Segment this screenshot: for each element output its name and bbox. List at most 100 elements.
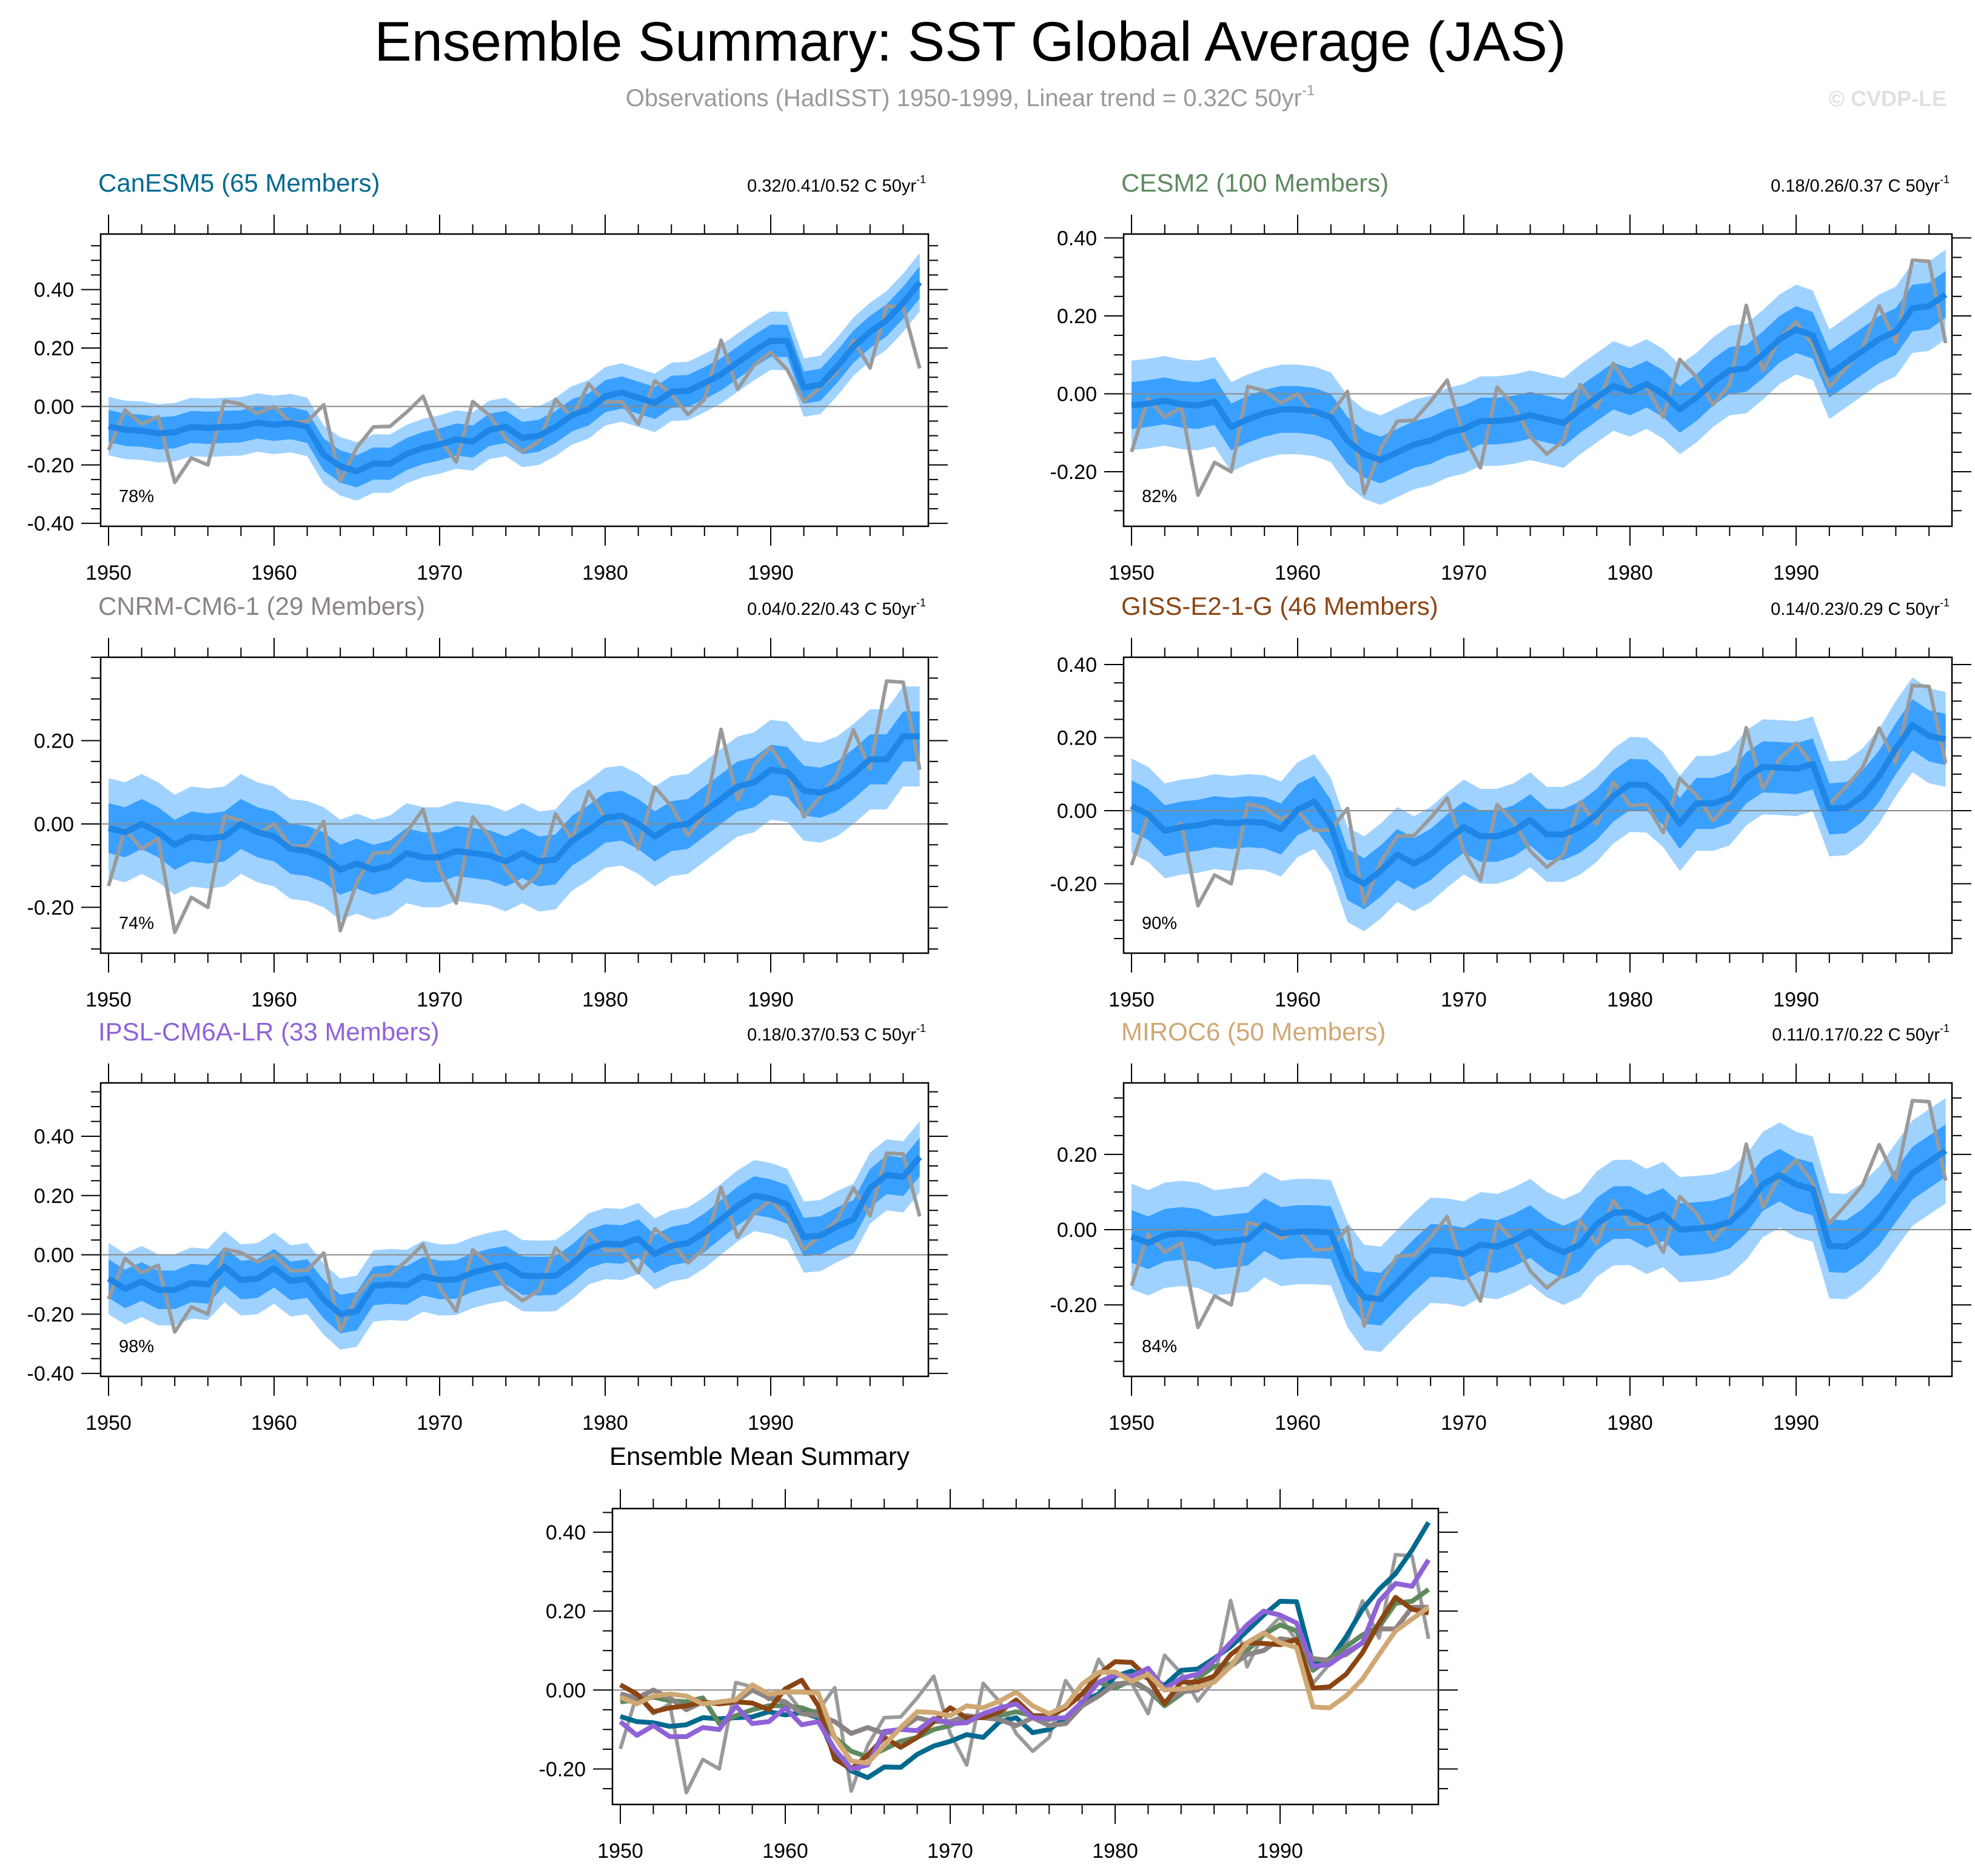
plot-frame	[99, 656, 930, 954]
y-tick-label: 0.40	[1057, 227, 1097, 250]
percent-label: 82%	[1142, 487, 1177, 506]
x-tick-label: 1960	[762, 1840, 808, 1863]
x-tick-label: 1990	[748, 561, 794, 585]
x-tick-label: 1960	[1275, 988, 1321, 1011]
y-tick-label: 0.00	[1057, 1219, 1097, 1242]
y-tick-label: 0.00	[34, 395, 74, 418]
y-tick-label: 0.20	[34, 337, 74, 360]
y-tick-label: 0.20	[546, 1600, 586, 1623]
y-tick-label: 0.00	[1057, 800, 1097, 823]
x-tick-label: 1970	[1441, 561, 1487, 585]
trend-label: 0.11/0.17/0.22 C 50yr-1	[1772, 1022, 1950, 1045]
y-tick-label: 0.00	[34, 813, 74, 836]
x-tick-label: 1950	[86, 561, 132, 585]
x-tick-label: 1950	[86, 1412, 132, 1435]
observations-line	[107, 304, 922, 484]
plot-frame	[99, 233, 930, 528]
percent-label: 90%	[1142, 914, 1177, 933]
trend-text: 0.32/0.41/0.52 C 50yr	[747, 176, 916, 196]
x-tick-label: 1990	[748, 988, 794, 1011]
trend-label: 0.04/0.22/0.43 C 50yr-1	[747, 597, 926, 619]
ensemble-mean-line	[107, 733, 920, 873]
x-tick-label: 1990	[1773, 1412, 1819, 1435]
series-line-0	[619, 1521, 1431, 1780]
plot-frame	[611, 1507, 1440, 1806]
panel-title: CNRM-CM6-1 (29 Members)	[98, 592, 425, 620]
panel-title: CESM2 (100 Members)	[1121, 169, 1389, 197]
chart-panel: 1950 1960 1970 1980 1990 -0.20 0.00 0.20 0.40 GIS…	[1050, 592, 1971, 1011]
ensemble-mean-line	[107, 280, 922, 475]
panel-title: IPSL-CM6A-LR (33 Members)	[98, 1017, 439, 1046]
x-tick-label: 1950	[597, 1840, 643, 1863]
x-tick-label: 1970	[417, 1412, 463, 1435]
x-tick-label: 1980	[582, 1412, 628, 1435]
percent-label: 78%	[119, 487, 154, 506]
x-tick-label: 1980	[582, 561, 628, 585]
x-tick-label: 1970	[927, 1840, 973, 1863]
percent-label: 74%	[119, 914, 154, 933]
x-tick-label: 1980	[1607, 561, 1653, 585]
y-tick-label: 0.40	[34, 1125, 74, 1148]
figure-title: Ensemble Summary: SST Global Average (JA…	[374, 11, 1566, 73]
trend-superscript: -1	[916, 173, 926, 186]
trend-label: 0.32/0.41/0.52 C 50yr-1	[747, 173, 926, 196]
trend-text: 0.18/0.37/0.53 C 50yr	[747, 1025, 916, 1045]
panel-title: GISS-E2-1-G (46 Members)	[1121, 592, 1438, 620]
ensemble-inner-range-band	[109, 711, 920, 895]
x-tick-label: 1980	[1607, 1412, 1653, 1435]
x-tick-label: 1960	[251, 988, 297, 1011]
trend-superscript: -1	[1940, 173, 1950, 186]
y-tick-label: -0.20	[1050, 1294, 1098, 1317]
y-tick-label: 0.20	[34, 1185, 74, 1208]
y-tick-label: -0.20	[27, 1303, 75, 1326]
panel-title: MIROC6 (50 Members)	[1121, 1017, 1386, 1046]
chart-panel: 1950 1960 1970 1980 1990 -0.40 -0.20 0.00 0.20 0.…	[27, 169, 948, 585]
ensemble-inner-range-band	[1132, 699, 1946, 910]
subtitle-superscript: -1	[1302, 82, 1315, 99]
y-tick-label: 0.20	[1057, 727, 1097, 750]
x-tick-label: 1960	[251, 1412, 297, 1435]
x-tick-label: 1950	[1108, 561, 1155, 585]
observations-line	[107, 1151, 922, 1334]
x-tick-label: 1960	[1275, 1412, 1321, 1435]
trend-superscript: -1	[916, 1022, 926, 1034]
x-tick-label: 1970	[1441, 1412, 1487, 1435]
y-tick-label: 0.40	[546, 1521, 586, 1544]
ensemble-inner-range-band	[1132, 271, 1946, 484]
plot-frame	[1122, 656, 1953, 954]
ensemble-mean-line	[1130, 722, 1946, 887]
ensemble-mean-line	[1131, 292, 1948, 463]
trend-label: 0.18/0.37/0.53 C 50yr-1	[747, 1022, 926, 1045]
y-tick-label: -0.40	[27, 1362, 75, 1385]
figure-subtitle: Observations (HadISST) 1950-1999, Linear…	[626, 82, 1315, 112]
chart-panel: 1950 1960 1970 1980 1990 -0.20 0.00 0.20 0.40 CES…	[1050, 169, 1971, 585]
series-line-4	[619, 1558, 1431, 1772]
y-tick-label: 0.20	[1057, 1144, 1097, 1167]
x-tick-label: 1980	[582, 988, 628, 1011]
trend-text: 0.11/0.17/0.22 C 50yr	[1772, 1025, 1940, 1045]
x-tick-label: 1970	[417, 988, 463, 1011]
x-tick-label: 1950	[86, 988, 132, 1011]
y-tick-label: 0.20	[34, 729, 74, 752]
ensemble-mean-line	[107, 1155, 922, 1318]
plot-frame	[99, 1082, 930, 1378]
x-tick-label: 1980	[1607, 988, 1653, 1011]
y-tick-label: 0.40	[34, 279, 74, 302]
trend-text: 0.04/0.22/0.43 C 50yr	[747, 600, 916, 619]
x-tick-label: 1970	[417, 561, 463, 585]
trend-superscript: -1	[1940, 597, 1950, 609]
x-tick-label: 1980	[1092, 1840, 1138, 1863]
x-tick-label: 1990	[1773, 988, 1819, 1011]
y-tick-label: 0.20	[1057, 305, 1097, 328]
summary-title: Ensemble Mean Summary	[609, 1442, 910, 1470]
trend-text: 0.18/0.26/0.37 C 50yr	[1771, 176, 1940, 196]
chart-panel: 1950 1960 1970 1980 1990 -0.20 0.00 0.20 0.40 Ens…	[539, 1442, 1458, 1863]
x-tick-label: 1960	[1275, 561, 1321, 585]
trend-label: 0.18/0.26/0.37 C 50yr-1	[1771, 173, 1950, 196]
y-tick-label: -0.20	[1050, 461, 1098, 484]
series-line-5	[619, 1605, 1430, 1766]
y-tick-label: -0.20	[539, 1758, 586, 1781]
y-tick-label: -0.20	[1050, 873, 1098, 896]
trend-superscript: -1	[916, 597, 926, 609]
